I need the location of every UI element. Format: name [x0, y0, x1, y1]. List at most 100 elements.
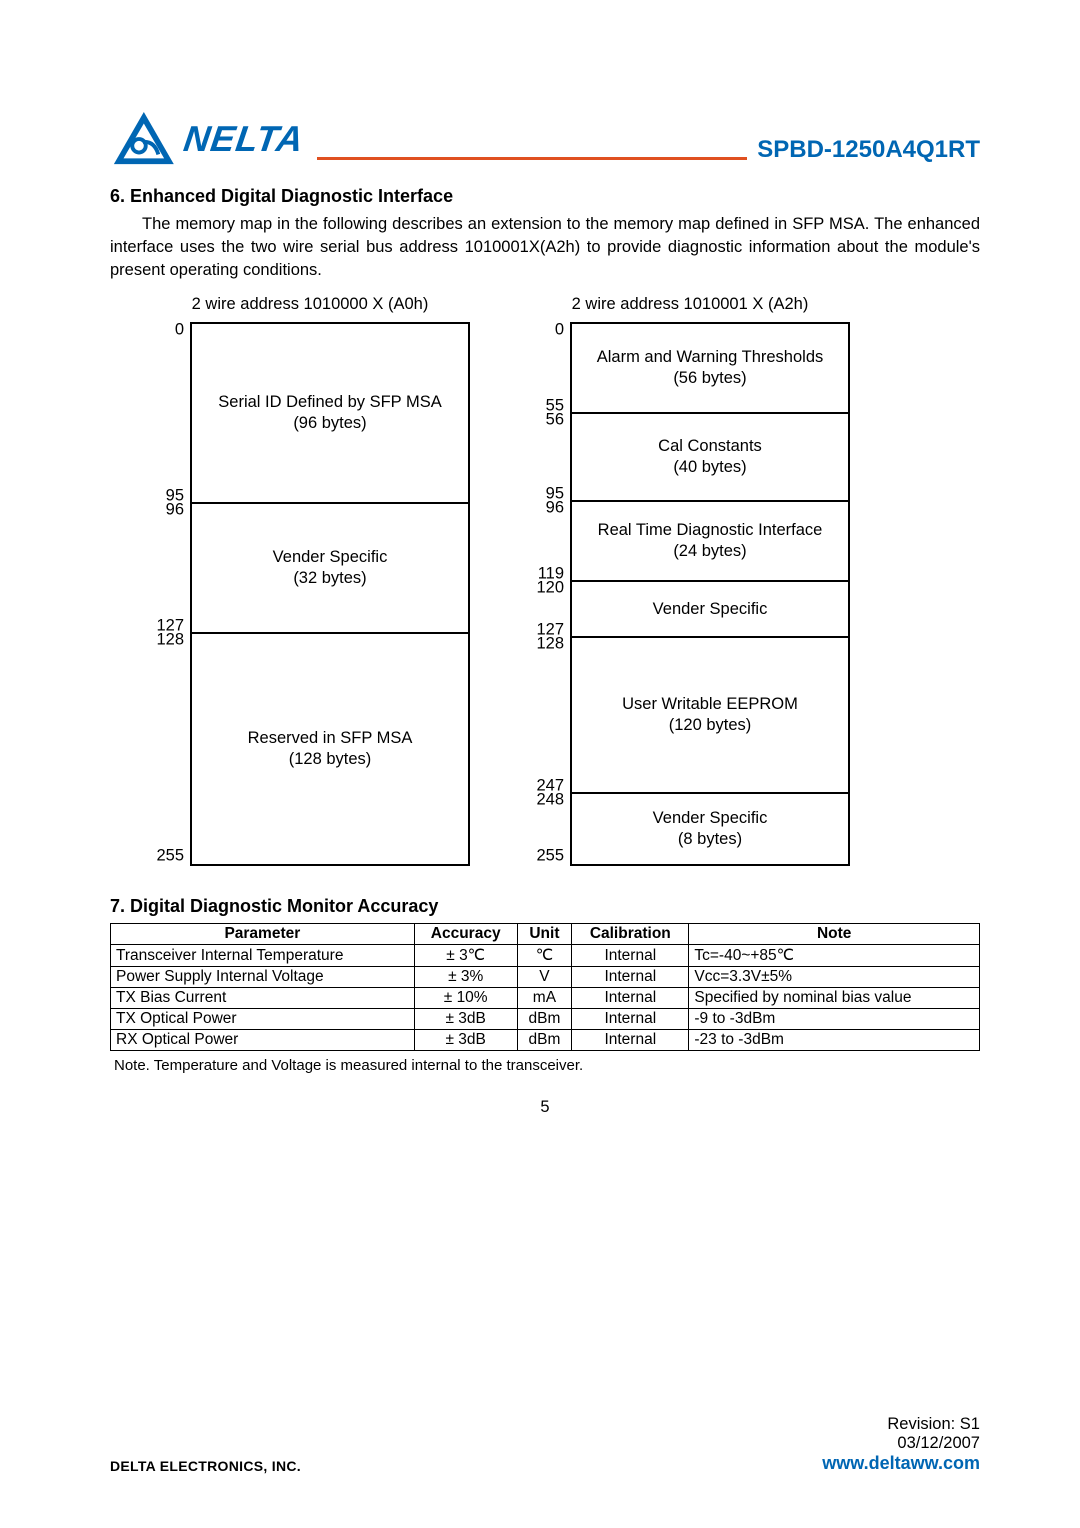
blocks-left: Serial ID Defined by SFP MSA(96 bytes)Ve…: [190, 322, 470, 866]
table-cell: RX Optical Power: [111, 1030, 415, 1051]
blocks-right: Alarm and Warning Thresholds(56 bytes)Ca…: [570, 322, 850, 866]
memmap-block: Alarm and Warning Thresholds(56 bytes): [572, 324, 848, 414]
note-label: Note.: [114, 1057, 150, 1074]
table-cell: Vcc=3.3V±5%: [689, 967, 980, 988]
table-cell: Internal: [572, 988, 689, 1009]
table-cell: Internal: [572, 1030, 689, 1051]
addr-col-left: 09596127128255: [150, 322, 190, 862]
addr-label: 128: [156, 631, 184, 650]
logo: NELTA: [110, 110, 303, 168]
footer-company: DELTA ELECTRONICS, INC.: [110, 1458, 301, 1474]
table-cell: Internal: [572, 967, 689, 988]
brand-text: NELTA: [181, 118, 307, 160]
addr-label: 96: [166, 501, 184, 520]
table-cell: dBm: [517, 1009, 572, 1030]
table-cell: V: [517, 967, 572, 988]
header: NELTA SPBD-1250A4Q1RT: [110, 110, 980, 168]
block-label: Vender Specific: [273, 547, 388, 568]
memmap-left: 2 wire address 1010000 X (A0h) 095961271…: [150, 295, 470, 866]
footer-url: www.deltaww.com: [822, 1453, 980, 1474]
memmap-block: Serial ID Defined by SFP MSA(96 bytes): [192, 324, 468, 504]
addr-label: 0: [175, 321, 184, 340]
block-label: Real Time Diagnostic Interface: [598, 520, 823, 541]
table-cell: -23 to -3dBm: [689, 1030, 980, 1051]
memmap-right-title: 2 wire address 1010001 X (A2h): [572, 295, 809, 314]
table-header-cell: Calibration: [572, 924, 689, 945]
block-label: Alarm and Warning Thresholds: [597, 347, 824, 368]
memmap-right: 2 wire address 1010001 X (A2h) 055569596…: [530, 295, 850, 866]
table-cell: dBm: [517, 1030, 572, 1051]
addr-label: 0: [555, 321, 564, 340]
block-label: Reserved in SFP MSA: [248, 728, 413, 749]
delta-logo-icon: [110, 110, 178, 168]
table-cell: TX Optical Power: [111, 1009, 415, 1030]
table-row: Transceiver Internal Temperature± 3℃℃Int…: [111, 945, 980, 967]
table-body: Transceiver Internal Temperature± 3℃℃Int…: [111, 945, 980, 1051]
note-text: Temperature and Voltage is measured inte…: [154, 1057, 583, 1074]
table-header-cell: Unit: [517, 924, 572, 945]
memmap-left-title: 2 wire address 1010000 X (A0h): [192, 295, 429, 314]
table-cell: ℃: [517, 945, 572, 967]
addr-label: 255: [536, 847, 564, 866]
addr-label: 96: [546, 499, 564, 518]
memory-map: 2 wire address 1010000 X (A0h) 095961271…: [150, 295, 980, 866]
addr-col-right: 055569596119120127128247248255: [530, 322, 570, 862]
table-cell: ± 3%: [414, 967, 517, 988]
table-cell: Transceiver Internal Temperature: [111, 945, 415, 967]
table-cell: ± 3dB: [414, 1009, 517, 1030]
addr-label: 56: [546, 411, 564, 430]
addr-label: 120: [536, 579, 564, 598]
section6-title: 6. Enhanced Digital Diagnostic Interface: [110, 186, 980, 207]
table-head-row: ParameterAccuracyUnitCalibrationNote: [111, 924, 980, 945]
block-label: Vender Specific: [653, 599, 768, 620]
table-cell: -9 to -3dBm: [689, 1009, 980, 1030]
footer-right: Revision: S1 03/12/2007 www.deltaww.com: [822, 1415, 980, 1474]
table-row: Power Supply Internal Voltage± 3%VIntern…: [111, 967, 980, 988]
memmap-block: Cal Constants(40 bytes): [572, 414, 848, 502]
table-cell: ± 10%: [414, 988, 517, 1009]
memmap-block: Reserved in SFP MSA(128 bytes): [192, 634, 468, 864]
block-sublabel: (120 bytes): [669, 715, 752, 736]
table-row: TX Optical Power± 3dBdBmInternal-9 to -3…: [111, 1009, 980, 1030]
accuracy-table: ParameterAccuracyUnitCalibrationNote Tra…: [110, 923, 980, 1051]
header-rule: [317, 157, 747, 160]
memmap-block: Real Time Diagnostic Interface(24 bytes): [572, 502, 848, 582]
table-cell: mA: [517, 988, 572, 1009]
block-sublabel: (96 bytes): [293, 413, 366, 434]
table-header-cell: Note: [689, 924, 980, 945]
block-sublabel: (8 bytes): [678, 829, 742, 850]
addr-label: 248: [536, 791, 564, 810]
footer-revision: Revision: S1: [822, 1415, 980, 1434]
section7-title: 7. Digital Diagnostic Monitor Accuracy: [110, 896, 980, 917]
table-cell: Specified by nominal bias value: [689, 988, 980, 1009]
table-cell: Internal: [572, 945, 689, 967]
table-cell: ± 3℃: [414, 945, 517, 967]
block-sublabel: (56 bytes): [673, 368, 746, 389]
part-number: SPBD-1250A4Q1RT: [757, 136, 980, 168]
table-header-cell: Parameter: [111, 924, 415, 945]
addr-label: 255: [156, 847, 184, 866]
block-label: User Writable EEPROM: [622, 694, 798, 715]
table-cell: ± 3dB: [414, 1030, 517, 1051]
addr-label: 128: [536, 635, 564, 654]
block-label: Serial ID Defined by SFP MSA: [218, 392, 441, 413]
table-row: TX Bias Current± 10%mAInternalSpecified …: [111, 988, 980, 1009]
block-sublabel: (128 bytes): [289, 749, 372, 770]
page: NELTA SPBD-1250A4Q1RT 6. Enhanced Digita…: [0, 0, 1080, 1528]
page-number: 5: [110, 1098, 980, 1117]
table-cell: Power Supply Internal Voltage: [111, 967, 415, 988]
block-sublabel: (32 bytes): [293, 568, 366, 589]
memmap-block: Vender Specific(8 bytes): [572, 794, 848, 864]
table-row: RX Optical Power± 3dBdBmInternal-23 to -…: [111, 1030, 980, 1051]
section6-body: The memory map in the following describe…: [110, 213, 980, 281]
memmap-block: Vender Specific(32 bytes): [192, 504, 468, 634]
block-sublabel: (40 bytes): [673, 457, 746, 478]
footer-date: 03/12/2007: [822, 1434, 980, 1453]
memmap-block: User Writable EEPROM(120 bytes): [572, 638, 848, 794]
memmap-block: Vender Specific: [572, 582, 848, 638]
table-cell: Tc=-40~+85℃: [689, 945, 980, 967]
memmap-right-blocks: 055569596119120127128247248255 Alarm and…: [530, 322, 850, 866]
table-cell: Internal: [572, 1009, 689, 1030]
block-label: Vender Specific: [653, 808, 768, 829]
table-header-cell: Accuracy: [414, 924, 517, 945]
